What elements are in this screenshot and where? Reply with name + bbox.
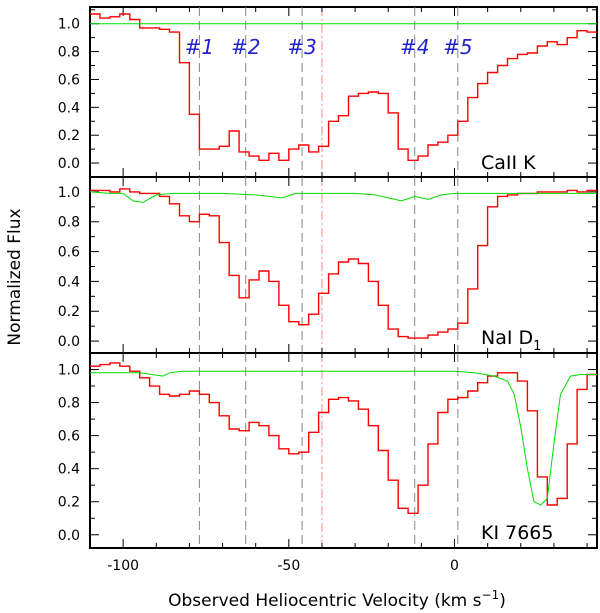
spectrum-line: [90, 13, 597, 161]
component-label: #3: [287, 35, 316, 59]
x-tick-label: -50: [277, 558, 300, 574]
model-line: [90, 191, 597, 203]
component-label: #2: [231, 35, 260, 59]
panel-frame: [89, 352, 598, 549]
y-tick-label: 0.6: [58, 245, 80, 261]
panel-nai-d1: 0.0 0.2 0.4 0.6 0.8 1.0: [58, 176, 598, 354]
panel-ki-7665: 0.0 0.2 0.4 0.6 0.8 1.0: [58, 352, 598, 549]
y-tick-label: 0.2: [58, 304, 80, 320]
x-tick-label: 0: [450, 558, 459, 574]
y-tick-label: 0.0: [58, 334, 80, 350]
x-tick-label: -100: [107, 558, 139, 574]
spectrum-line: [90, 362, 597, 514]
y-tick-label: 0.4: [58, 462, 80, 478]
x-axis-title-superscript: −1: [482, 588, 500, 602]
y-tick-label: 0.2: [58, 128, 80, 144]
y-tick-label: 0.8: [58, 215, 80, 231]
y-tick-label: 0.2: [58, 495, 80, 511]
x-axis-title-close-paren: ): [499, 591, 506, 611]
component-labels: #1 #2 #3 #4 #5: [185, 35, 473, 59]
y-tick-label: 0.6: [58, 429, 80, 445]
x-tick-labels: -100 -50 0: [107, 558, 459, 574]
y-tick-label: 0.8: [58, 45, 80, 61]
panel-label-nai-d1: NaI D1: [481, 327, 541, 354]
panel-label-caii-k: CaII K: [481, 152, 536, 174]
y-tick-label: 0.6: [58, 72, 80, 88]
y-axis-title: Normalized Flux: [5, 208, 25, 345]
panel-label-nai-d1-subscript: 1: [533, 339, 541, 354]
y-tick-label: 1.0: [58, 185, 80, 201]
component-label: #1: [185, 35, 214, 59]
spectrum-line: [90, 188, 597, 339]
y-tick-label: 0.0: [58, 156, 80, 172]
y-tick-label: 0.0: [58, 528, 80, 544]
panel-label-ki-7665: KI 7665: [481, 522, 553, 544]
component-label: #4: [400, 35, 429, 59]
model-line: [90, 370, 597, 506]
y-tick-label: 0.8: [58, 396, 80, 412]
y-tick-label: 1.0: [58, 363, 80, 379]
y-tick-label: 0.4: [58, 100, 80, 116]
x-axis-title: Observed Heliocentric Velocity (km s−1): [168, 588, 506, 611]
y-tick-label: 0.4: [58, 274, 80, 290]
y-tick-label: 1.0: [58, 17, 80, 33]
component-label: #5: [443, 35, 472, 59]
